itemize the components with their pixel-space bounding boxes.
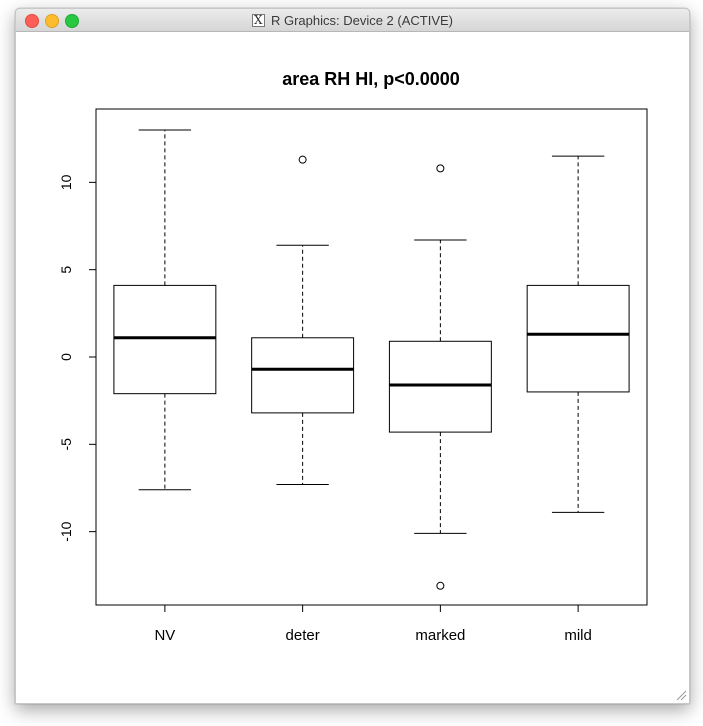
boxplot-chart: area RH HI, p<0.0000 -10 -5 0 5 10 NV deter mar… <box>58 69 648 644</box>
plot-frame <box>95 108 648 606</box>
y-tick-label: 0 <box>58 353 74 361</box>
outlier-point <box>298 155 307 164</box>
box <box>388 340 492 433</box>
chart-title: area RH HI, p<0.0000 <box>282 69 460 89</box>
y-tick-label: -10 <box>58 521 74 541</box>
y-tick-label: -5 <box>58 438 74 451</box>
outlier-point <box>436 581 445 590</box>
minimize-button[interactable] <box>45 14 59 28</box>
resize-grip-icon[interactable] <box>675 689 687 701</box>
y-tick-label: 5 <box>58 266 74 274</box>
y-tick-label: 10 <box>58 174 74 190</box>
box <box>526 284 630 393</box>
x11-icon <box>251 13 265 27</box>
x-tick-label: marked <box>415 627 465 644</box>
x-tick-label: deter <box>286 627 320 644</box>
r-graphics-window: R Graphics: Device 2 (ACTIVE) area RH HI… <box>15 8 690 704</box>
zoom-button[interactable] <box>65 14 79 28</box>
window-title-wrap: R Graphics: Device 2 (ACTIVE) <box>16 9 689 31</box>
x-tick-label: NV <box>154 627 175 644</box>
window-title: R Graphics: Device 2 (ACTIVE) <box>270 12 454 28</box>
box <box>251 337 355 414</box>
box <box>113 284 217 395</box>
title-bar[interactable]: R Graphics: Device 2 (ACTIVE) <box>16 9 689 32</box>
plot-area: -10 -5 0 5 10 NV deter marked mild <box>58 108 648 644</box>
outlier-point <box>436 164 445 173</box>
x-tick-label: mild <box>564 627 592 644</box>
close-button[interactable] <box>25 14 39 28</box>
